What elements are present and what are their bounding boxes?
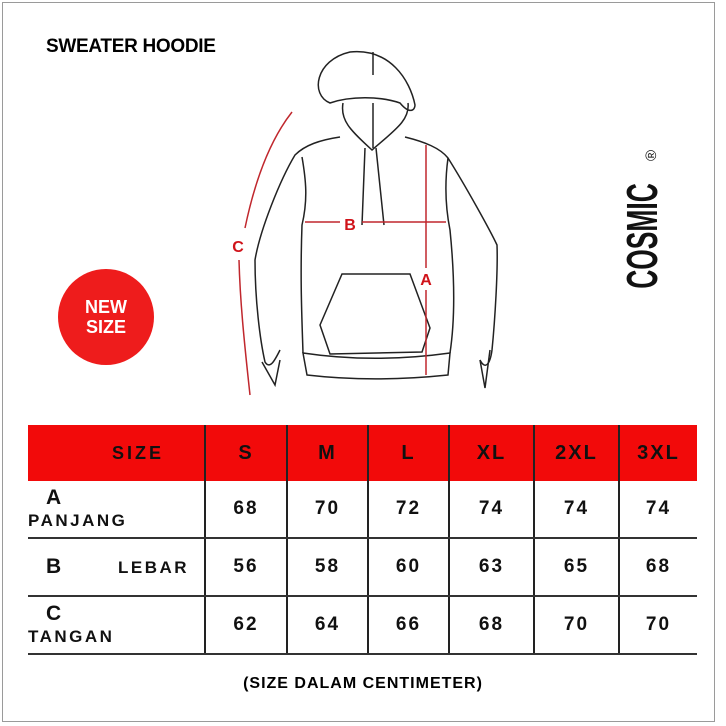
row-name: TANGAN [28, 627, 115, 646]
label-c: C [232, 239, 244, 256]
cell: 60 [367, 538, 449, 597]
row-key: B [46, 555, 62, 578]
header-m: M [286, 425, 368, 481]
table-row: B LEBAR 56 58 60 63 65 68 [28, 538, 697, 597]
row-key: A [46, 486, 62, 509]
cell: 70 [286, 481, 368, 539]
cell: 72 [367, 481, 449, 539]
cell: 62 [204, 596, 287, 655]
cell: 68 [204, 481, 287, 539]
label-a: A [420, 272, 432, 289]
new-size-badge: NEW SIZE [58, 269, 154, 365]
brand-name: COSMIC [618, 183, 667, 289]
header-l: L [367, 425, 449, 481]
badge-line-2: SIZE [85, 317, 126, 337]
header-size: SIZE [28, 425, 205, 481]
size-table: SIZE S M L XL 2XL 3XL A PANJANG 68 70 72 … [28, 425, 697, 655]
header-3xl: 3XL [618, 425, 697, 481]
table-row: A PANJANG 68 70 72 74 74 74 [28, 481, 697, 539]
table-row: C TANGAN 62 64 66 68 70 70 [28, 596, 697, 655]
cell: 58 [286, 538, 368, 597]
cell: 74 [533, 481, 619, 539]
cell: 74 [618, 481, 697, 539]
product-title: SWEATER HOODIE [46, 36, 216, 57]
header-s: S [204, 425, 287, 481]
hoodie-outline-icon [254, 51, 498, 389]
cell: 70 [618, 596, 697, 655]
row-name: PANJANG [28, 511, 128, 530]
hoodie-diagram: B A C [232, 51, 498, 396]
measurement-lines-icon [238, 111, 446, 396]
cell: 70 [533, 596, 619, 655]
cell: 63 [448, 538, 534, 597]
label-b: B [344, 217, 356, 234]
cell: 64 [286, 596, 368, 655]
row-name: LEBAR [118, 558, 190, 577]
cell: 68 [618, 538, 697, 597]
header-2xl: 2XL [533, 425, 619, 481]
image-frame [2, 2, 715, 722]
badge-line-1: NEW [85, 297, 127, 317]
cell: 66 [367, 596, 449, 655]
cell: 56 [204, 538, 287, 597]
row-key: C [46, 602, 62, 625]
cell: 65 [533, 538, 619, 597]
cell: 74 [448, 481, 534, 539]
header-xl: XL [448, 425, 534, 481]
unit-note: (SIZE DALAM CENTIMETER) [243, 675, 483, 692]
table-header-row: SIZE S M L XL 2XL 3XL [28, 425, 697, 481]
registered-mark: ® [643, 149, 661, 162]
cell: 68 [448, 596, 534, 655]
